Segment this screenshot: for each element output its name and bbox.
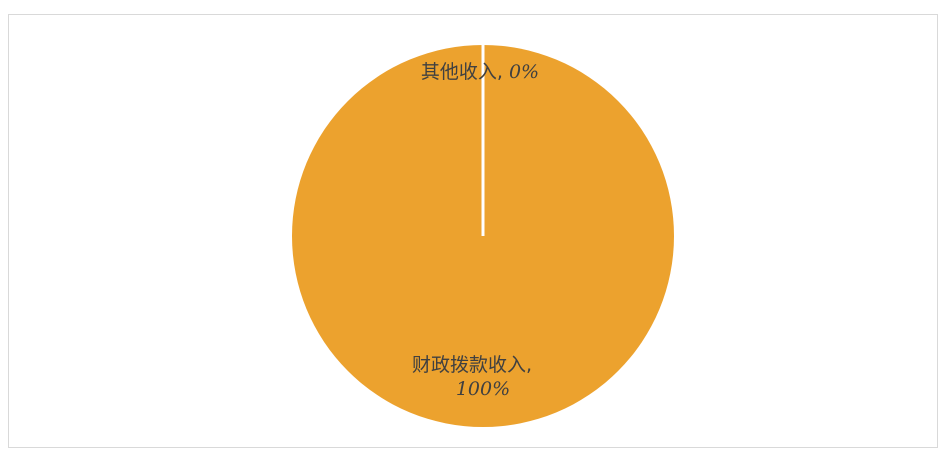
data-label-qita-category: 其他收入 (421, 61, 497, 83)
data-label-caizheng: 财政拨款收入, 100% (412, 354, 538, 400)
data-label-qita: 其他收入, 0% (421, 61, 539, 83)
data-label-qita-separator: , (497, 61, 509, 83)
data-label-caizheng-value: 100% (456, 378, 510, 400)
data-label-qita-value: 0% (509, 61, 539, 83)
data-label-caizheng-separator: , (526, 354, 532, 376)
data-label-caizheng-category: 财政拨款收入 (412, 354, 526, 376)
pie-data-labels: 财政拨款收入, 100% 其他收入, 0% (412, 61, 539, 400)
